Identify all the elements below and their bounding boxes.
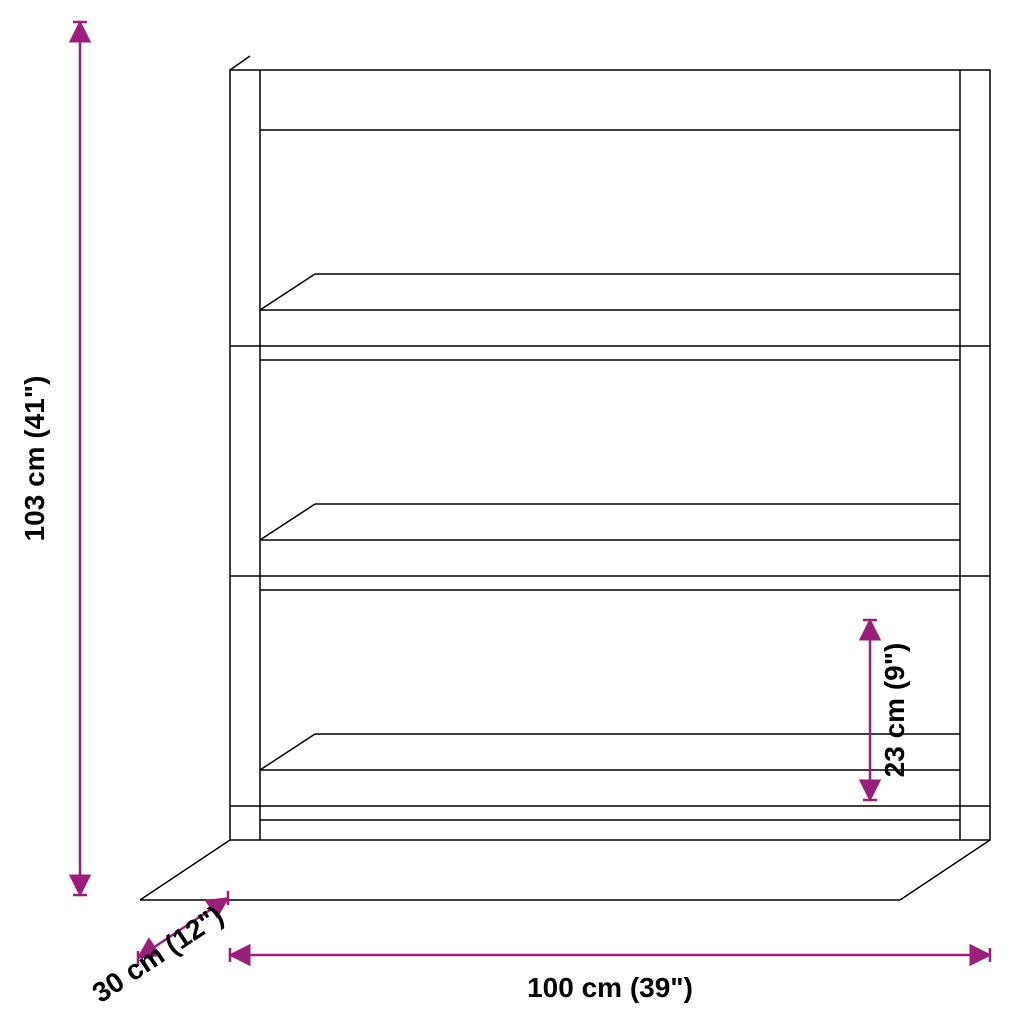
dim-shelf-label: 23 cm (9") — [879, 643, 910, 778]
dimension-annotations: 103 cm (41") 100 cm (39") 30 cm (12") 23 cm… — [19, 22, 990, 1009]
dim-width-label: 100 cm (39") — [527, 972, 693, 1003]
shelf-dimension-diagram: 103 cm (41") 100 cm (39") 30 cm (12") 23 cm… — [0, 0, 1024, 1024]
bookcase-outline — [140, 56, 990, 900]
dim-depth-label: 30 cm (12") — [87, 900, 229, 1009]
dim-height-label: 103 cm (41") — [19, 376, 50, 542]
